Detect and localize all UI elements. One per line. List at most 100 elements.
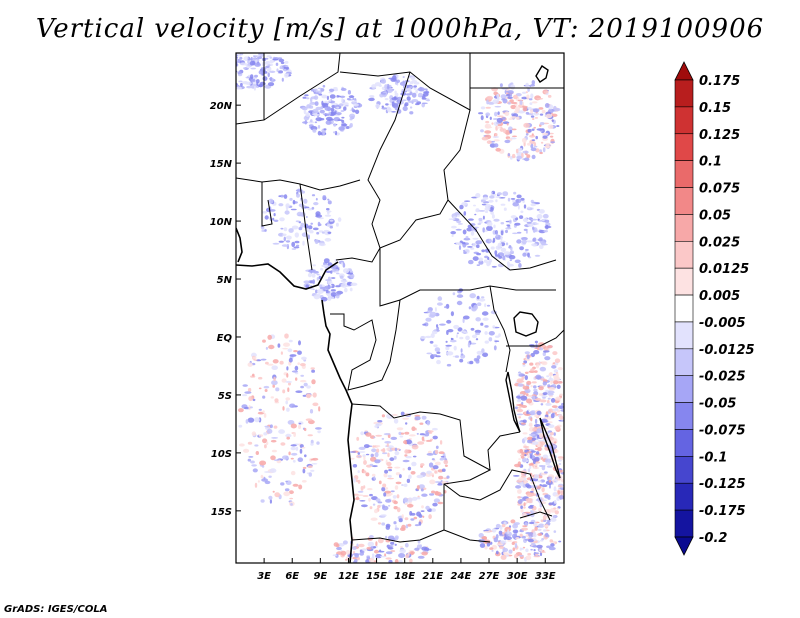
field-speckle <box>485 112 491 117</box>
field-speckle <box>215 78 221 81</box>
field-speckle <box>525 548 529 553</box>
field-speckle <box>481 348 485 354</box>
field-speckle <box>512 94 518 100</box>
field-speckle <box>329 219 334 222</box>
field-speckle <box>549 539 554 543</box>
field-speckle <box>456 242 463 246</box>
field-speckle <box>418 484 425 489</box>
field-speckle <box>338 126 345 131</box>
field-speckle <box>546 465 553 468</box>
field-speckle <box>522 364 526 367</box>
field-speckle <box>313 88 318 93</box>
field-speckle <box>298 484 303 490</box>
field-speckle <box>491 122 494 125</box>
field-speckle <box>536 97 544 100</box>
field-speckle <box>521 527 528 531</box>
field-speckle <box>531 488 535 492</box>
field-speckle <box>377 420 383 423</box>
field-speckle <box>272 359 279 364</box>
field-speckle <box>353 103 359 107</box>
field-speckle <box>537 533 543 536</box>
field-speckle <box>518 263 522 268</box>
field-speckle <box>253 359 258 361</box>
field-speckle <box>285 65 289 68</box>
field-speckle <box>556 384 561 389</box>
field-speckle <box>390 436 398 440</box>
field-speckle <box>366 488 373 491</box>
field-speckle <box>385 557 392 560</box>
field-speckle <box>329 94 336 99</box>
field-speckle <box>458 245 462 251</box>
field-speckle <box>298 422 302 425</box>
field-speckle <box>333 88 339 92</box>
field-speckle <box>529 85 532 88</box>
field-speckle <box>280 351 283 355</box>
lat-tick-label: 20N <box>210 101 233 112</box>
field-speckle <box>557 381 563 384</box>
field-speckle <box>554 358 561 364</box>
field-speckle <box>257 56 263 60</box>
field-speckle <box>291 241 296 247</box>
field-speckle <box>400 432 405 435</box>
field-speckle <box>381 86 386 91</box>
field-speckle <box>436 359 441 365</box>
field-speckle <box>419 86 422 91</box>
field-speckle <box>493 224 496 229</box>
field-speckle <box>384 487 389 490</box>
field-speckle <box>316 277 319 281</box>
field-speckle <box>434 491 442 496</box>
field-speckle <box>541 361 548 366</box>
field-speckle <box>360 431 364 436</box>
field-speckle <box>322 195 327 200</box>
field-speckle <box>312 227 319 231</box>
field-speckle <box>520 197 525 201</box>
field-speckle <box>252 373 255 377</box>
field-speckle <box>528 422 533 427</box>
field-speckle <box>286 436 291 440</box>
field-speckle <box>527 106 532 110</box>
field-speckle <box>476 295 480 300</box>
field-speckle <box>272 384 276 388</box>
field-speckle <box>418 514 423 518</box>
field-speckle <box>548 546 556 551</box>
field-speckle <box>327 276 331 281</box>
field-speckle <box>558 540 562 543</box>
field-speckle <box>551 113 558 118</box>
field-speckle <box>535 461 541 464</box>
field-speckle <box>270 455 276 461</box>
field-speckle <box>552 515 557 518</box>
field-speckle <box>361 504 368 508</box>
field-speckle <box>290 446 296 451</box>
lon-tick-label: 33E <box>535 571 556 582</box>
field-speckle <box>381 105 384 108</box>
field-speckle <box>507 540 513 542</box>
field-speckle <box>482 317 489 321</box>
field-speckle <box>377 522 382 525</box>
field-speckle <box>537 480 542 483</box>
field-speckle <box>335 222 339 227</box>
field-speckle <box>363 456 366 461</box>
field-speckle <box>362 495 369 497</box>
field-speckle <box>369 493 373 497</box>
field-speckle <box>436 351 441 354</box>
field-speckle <box>227 77 231 79</box>
field-speckle <box>335 285 341 288</box>
field-speckle <box>258 408 262 411</box>
field-speckle <box>510 101 518 105</box>
field-speckle <box>394 92 399 97</box>
field-speckle <box>533 142 537 147</box>
colorbar-segment <box>674 106 694 135</box>
field-speckle <box>353 493 359 496</box>
field-speckle <box>404 454 408 457</box>
vertical-velocity-field <box>215 53 564 563</box>
field-speckle <box>413 516 418 520</box>
field-speckle <box>553 369 559 373</box>
field-speckle <box>512 533 517 539</box>
field-speckle <box>387 466 393 469</box>
field-speckle <box>384 469 389 474</box>
field-speckle <box>337 543 345 547</box>
field-speckle <box>514 553 518 559</box>
field-speckle <box>409 106 413 109</box>
field-speckle <box>294 232 299 238</box>
field-speckle <box>375 434 383 437</box>
